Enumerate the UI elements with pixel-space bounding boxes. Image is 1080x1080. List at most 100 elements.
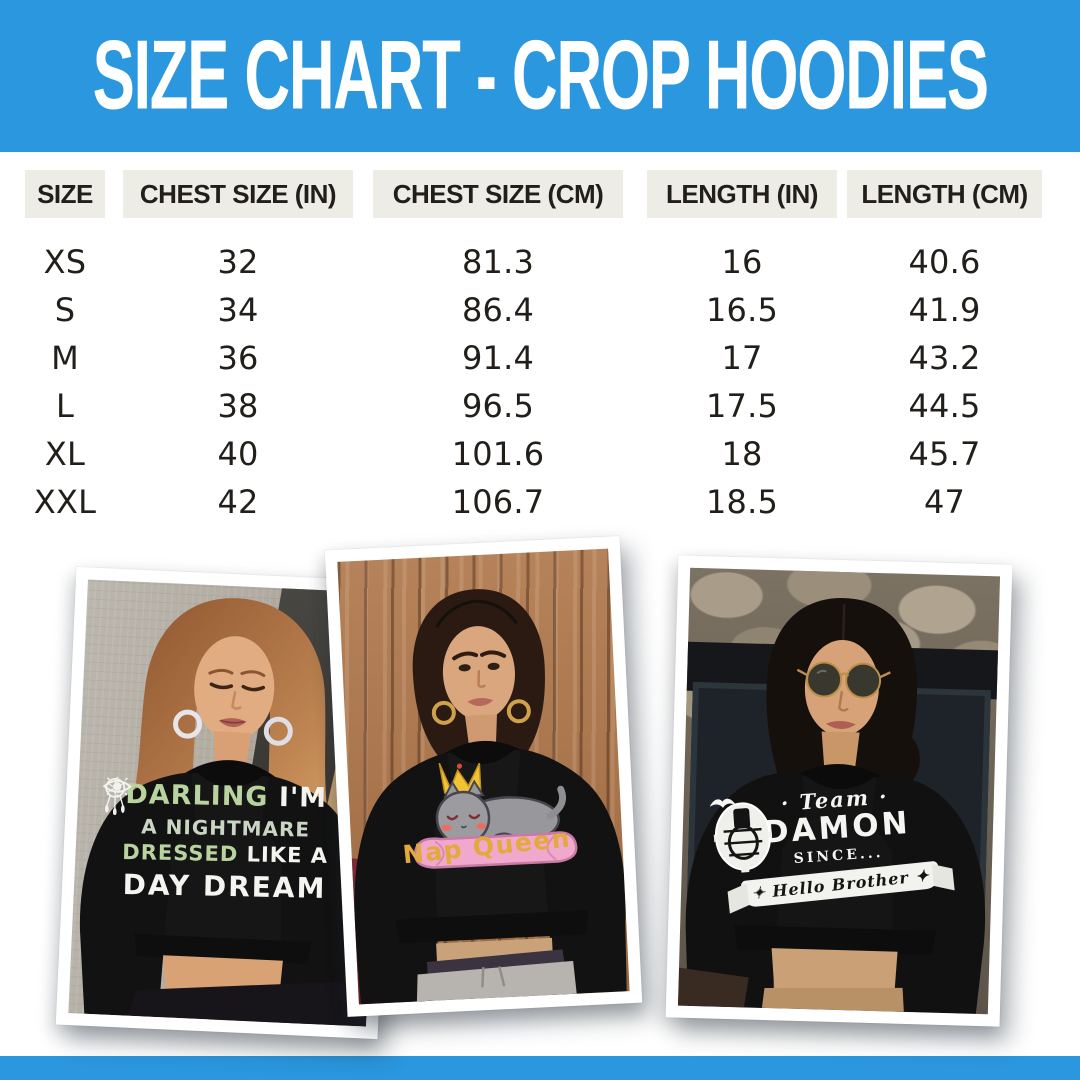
graphic-line-2: A NIGHTMARE: [100, 776, 351, 843]
midriff-and-bottoms: [128, 955, 369, 1027]
neck-and-chest: [796, 731, 883, 814]
table-cell: 47: [923, 483, 966, 521]
column-header-length-in: LENGTH (IN): [647, 170, 837, 218]
table-cell: 18.5: [705, 483, 779, 521]
eye-icon: [102, 776, 132, 797]
column-header-size: SIZE: [25, 170, 105, 218]
daydream-hoodie-graphic: DARLING I'M A NIGHTMARE DRESSED LIKE A D…: [99, 776, 352, 908]
table-cell: 45.7: [908, 435, 981, 473]
neck-and-chest: [186, 731, 273, 818]
table-cell: XS: [43, 243, 87, 281]
daydream-text: DAY DREAM: [122, 867, 327, 905]
column-header-chest-cm: CHEST SIZE (CM): [373, 170, 623, 218]
team-text: · Team ·: [780, 783, 890, 816]
table-row-m: M 36 91.4 17 43.2: [0, 334, 1080, 382]
size-table: SIZE CHEST SIZE (IN) CHEST SIZE (CM) LEN…: [0, 170, 1080, 526]
table-row-xl: XL 40 101.6 18 45.7: [0, 430, 1080, 478]
team-damon-graphic: · Team · DAMON SINCE... ✦: [707, 778, 968, 913]
table-cell: 106.7: [451, 483, 545, 521]
sleeping-cat-illustration: [435, 779, 567, 846]
face: [804, 640, 879, 737]
table-cell: 101.6: [451, 435, 545, 473]
crop-hoodie: [79, 760, 365, 1026]
table-cell: M: [51, 339, 79, 377]
since-text: SINCE...: [793, 844, 884, 867]
since-row: SINCE...: [709, 798, 966, 871]
photo-team-damon-scene: · Team · DAMON SINCE... ✦: [677, 567, 1001, 1015]
bird-wing-icon: [709, 798, 736, 808]
table-cell: 86.4: [461, 291, 535, 329]
table-cell: XL: [44, 435, 86, 473]
table-row-xxl: XXL 42 106.7 18.5 47: [0, 478, 1080, 526]
model-illustration-right: [677, 598, 986, 1014]
table-cell: 42: [217, 483, 259, 521]
table-cell: L: [55, 387, 75, 425]
hello-brother-word: Hello Brother: [771, 867, 910, 901]
table-cell: 40.6: [908, 243, 981, 281]
table-row-xs: XS 32 81.3 16 40.6: [0, 238, 1080, 286]
table-cell: S: [54, 291, 76, 329]
round-sunglasses-icon: [796, 661, 891, 699]
neck: [465, 714, 497, 756]
crop-hoodie: [354, 741, 627, 1005]
face: [442, 626, 515, 721]
table-cell: 34: [217, 291, 259, 329]
photo-team-damon-hoodie: · Team · DAMON SINCE... ✦: [665, 555, 1013, 1027]
photo-daydream-scene: DARLING I'M A NIGHTMARE DRESSED LIKE A D…: [68, 579, 386, 1027]
darling-text: DARLING: [124, 779, 269, 813]
table-cell: 91.4: [461, 339, 535, 377]
photo-nap-queen-scene: Nap Queen: [337, 548, 630, 1005]
dark-door-panel: [686, 681, 787, 930]
pillow-illustration: [413, 831, 578, 869]
header-banner: SIZE CHART - CROP HOODIES: [0, 0, 1080, 152]
table-cell: 17.5: [705, 387, 779, 425]
column-header-length-cm: LENGTH (CM): [847, 170, 1042, 218]
sunlit-wall-patch: [277, 704, 386, 1027]
dreamcatcher-icon: [104, 778, 125, 816]
hoop-earrings: [173, 709, 293, 746]
crop-hoodie: [685, 764, 986, 1014]
bird-wing-icon: [709, 798, 736, 808]
table-cell: 40: [217, 435, 259, 473]
maroon-couch-corner: [340, 857, 431, 1005]
table-body: XS 32 81.3 16 40.6 S 34 86.4 16.5 41.9 M…: [0, 238, 1080, 526]
table-cell: 16: [721, 243, 763, 281]
hair: [124, 598, 333, 871]
wall-shadow-band: [204, 579, 386, 1027]
dark-door-panel: [872, 686, 991, 936]
table-cell: 44.5: [908, 387, 981, 425]
model-illustration-left: [79, 598, 369, 1027]
hello-brother-text: ✦ Hello Brother ✦: [750, 864, 931, 903]
footer-accent-strip: [0, 1056, 1080, 1080]
likea-text: LIKE A: [246, 842, 329, 869]
table-cell: XXL: [33, 483, 97, 521]
ribbon-tail: [931, 863, 955, 890]
graphic-line-4: DAY DREAM: [99, 778, 350, 908]
face: [194, 636, 275, 741]
dark-beam: [680, 642, 1001, 700]
damon-text: DAMON: [761, 804, 912, 851]
table-cell: 17: [721, 339, 763, 377]
hair: [766, 598, 920, 796]
table-cell: 36: [217, 339, 259, 377]
dressed-text: DRESSED: [121, 840, 239, 867]
table-cell: 16.5: [705, 291, 779, 329]
table-row-s: S 34 86.4 16.5 41.9: [0, 286, 1080, 334]
nightmare-text: A NIGHTMARE: [140, 814, 311, 842]
graphic-line-1: DARLING I'M: [101, 777, 352, 817]
team-word: Team: [798, 784, 871, 815]
table-cell: 96.5: [461, 387, 535, 425]
table-cell: 81.3: [461, 243, 535, 281]
column-header-chest-in: CHEST SIZE (IN): [123, 170, 353, 218]
photo-daydream-hoodie: DARLING I'M A NIGHTMARE DRESSED LIKE A D…: [55, 566, 399, 1040]
table-cell: 38: [217, 387, 259, 425]
table-cell: 18: [721, 435, 763, 473]
im-text: I'M: [278, 782, 328, 815]
nap-queen-text: Nap Queen: [401, 823, 573, 870]
hello-brother-ribbon: ✦ Hello Brother ✦: [727, 859, 955, 913]
nap-queen-caption: Nap Queen: [378, 821, 597, 872]
salvatore-crest-icon: [713, 802, 773, 873]
ribbon-tail: [727, 882, 749, 913]
